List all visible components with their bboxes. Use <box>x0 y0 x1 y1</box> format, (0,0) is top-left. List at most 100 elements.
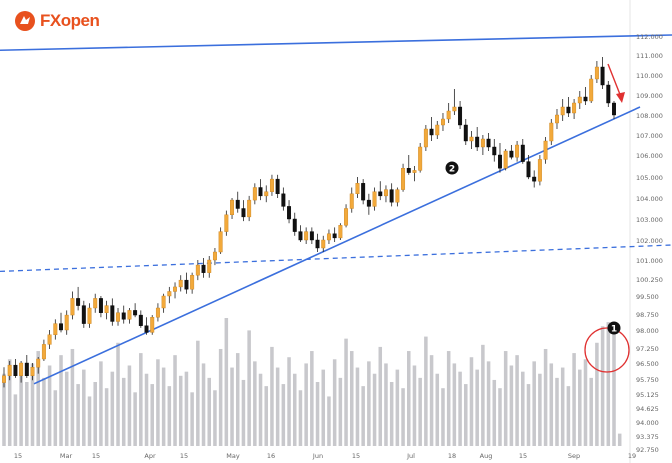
volume-bar <box>13 394 18 446</box>
volume-bar <box>156 359 160 446</box>
volume-bar <box>389 382 394 446</box>
volume-bar <box>606 322 611 446</box>
candle-up <box>326 233 331 241</box>
volume-bar <box>207 377 212 446</box>
volume-bar <box>190 392 194 446</box>
volume-bar <box>406 351 411 446</box>
volume-bar <box>367 361 371 446</box>
volume-bar <box>355 367 360 446</box>
volume-bar <box>532 361 536 446</box>
candle-down <box>600 66 605 86</box>
badge-2-label: 2 <box>449 165 455 175</box>
x-tick-label: Jul <box>406 452 415 460</box>
volume-bar <box>349 351 354 446</box>
y-axis: 112.000 111.000 110.000 109.000 108.000 107.0… <box>636 33 663 454</box>
upper-channel-line <box>0 34 672 52</box>
y-tick-label: 110.000 <box>636 72 663 80</box>
y-tick-label: 101.000 <box>636 257 663 265</box>
volume-bar <box>583 359 588 446</box>
candle-up <box>53 323 58 336</box>
volume-bar <box>384 363 388 446</box>
y-tick-label: 99.500 <box>636 293 659 301</box>
y-tick-label: 94.000 <box>636 419 659 427</box>
candle-up <box>264 191 269 197</box>
volume-circle <box>584 327 630 373</box>
candle-up <box>480 138 485 148</box>
volume-bar <box>435 373 440 446</box>
y-tick-label: 105.000 <box>636 174 663 182</box>
volume-bar <box>424 336 428 446</box>
candle-up <box>41 344 46 360</box>
y-tick-label: 98.750 <box>636 311 659 319</box>
candle-up <box>7 364 12 376</box>
badge-2: 2 <box>445 161 459 175</box>
volume-bar <box>458 371 462 446</box>
volume-bar <box>281 384 286 446</box>
candle-down <box>287 206 292 220</box>
candle-up <box>418 146 423 171</box>
y-tick-label: 104.000 <box>636 195 663 203</box>
x-tick-label: 16 <box>267 452 275 460</box>
candle-down <box>532 176 537 182</box>
x-tick-label: Sep <box>568 452 580 460</box>
volume-bar <box>47 365 52 446</box>
x-tick-label: Mar <box>60 452 73 460</box>
candle-up <box>218 231 223 253</box>
candle-up <box>338 225 343 239</box>
volume-bar <box>543 348 548 446</box>
candle-up <box>304 231 309 241</box>
volume-bar <box>30 363 35 446</box>
candle-up <box>395 189 400 203</box>
candle-up <box>515 144 520 158</box>
volume-bar <box>578 369 582 446</box>
volume-bar <box>538 373 542 446</box>
candle-down <box>241 208 246 218</box>
x-tick-label: Jun <box>312 452 323 460</box>
candle-up <box>47 334 52 345</box>
y-tick-label: 94.625 <box>636 405 659 413</box>
volume-bar <box>110 371 115 446</box>
candle-up <box>401 167 406 190</box>
candle-up <box>247 199 252 218</box>
volume-bar <box>230 367 234 446</box>
volume-bar <box>201 363 206 446</box>
volume-bar <box>19 371 23 446</box>
candle-down <box>258 187 263 197</box>
volume-bar <box>133 392 137 446</box>
candle-down <box>520 144 525 162</box>
volume-bar <box>173 355 177 446</box>
x-tick-label: 15 <box>352 452 360 460</box>
candle-up <box>36 358 41 368</box>
x-tick-label: 15 <box>14 452 22 460</box>
candle-up <box>269 178 274 192</box>
trendlines <box>0 34 672 385</box>
volume-bar <box>515 355 519 446</box>
candle-down <box>201 264 206 273</box>
candle-down <box>475 136 480 148</box>
candle-up <box>2 375 6 383</box>
candle-down <box>309 231 314 241</box>
candle-up <box>423 128 428 148</box>
candle-up <box>87 307 92 324</box>
volume-bar <box>167 386 172 446</box>
candle-down <box>406 167 411 173</box>
candle-up <box>207 259 212 273</box>
candle-up <box>212 251 217 261</box>
volume-bar <box>327 396 331 446</box>
candle-down <box>583 96 588 102</box>
candle-up <box>344 208 349 226</box>
y-tick-label: 95.750 <box>636 376 659 384</box>
candle-down <box>612 102 616 116</box>
volume-bar <box>196 340 200 446</box>
y-tick-label: 98.000 <box>636 327 659 335</box>
candle-up <box>104 305 109 314</box>
candle-down <box>498 154 502 169</box>
candle-up <box>173 286 177 292</box>
candle-up <box>195 264 200 276</box>
volume-bar <box>521 371 525 446</box>
volume-bar <box>25 382 29 446</box>
candle-up <box>190 275 195 290</box>
candle-down <box>144 325 149 333</box>
x-tick-label: 19 <box>628 452 636 460</box>
volume-bar <box>412 365 417 446</box>
